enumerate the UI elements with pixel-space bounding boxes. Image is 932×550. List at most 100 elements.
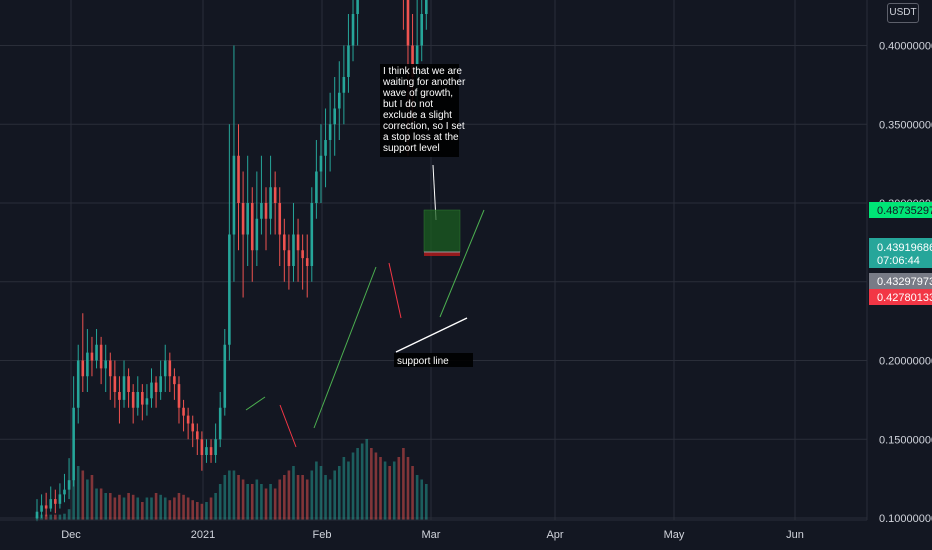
candle-body <box>301 250 304 259</box>
candle-body <box>90 352 94 361</box>
candle-body <box>136 392 140 408</box>
price-tick-label: 0.40000000 <box>879 41 932 53</box>
trend-line-5[interactable] <box>439 209 485 318</box>
volume-bar <box>237 475 240 520</box>
volume-bar <box>223 475 227 520</box>
candle-body <box>86 352 89 377</box>
volume-bar <box>58 514 62 520</box>
note-line-4: but I do not <box>383 99 433 110</box>
note-line-3: wave of growth, <box>382 88 453 99</box>
candle-body <box>315 171 318 203</box>
time-tick-label: 2021 <box>191 529 215 541</box>
volume-bar <box>305 479 309 520</box>
volume-bar <box>228 470 231 520</box>
trend-line-1[interactable] <box>245 396 266 411</box>
volume-bar <box>328 479 332 520</box>
volume-bar <box>209 497 213 520</box>
candle-body <box>150 382 153 399</box>
candle-body <box>319 155 323 172</box>
volume-bar <box>283 475 286 520</box>
stop-price-label: 0.42780133 <box>869 289 932 305</box>
price-tick-label: 0.15000000 <box>879 434 932 446</box>
trend-line-4[interactable] <box>388 262 402 319</box>
candle-body <box>209 447 213 455</box>
volume-bar <box>150 497 153 520</box>
candle-body <box>342 77 346 93</box>
volume-bar <box>182 494 185 520</box>
volume-bar <box>136 497 140 520</box>
candle-body <box>145 398 149 405</box>
drawings[interactable] <box>245 164 485 448</box>
candle-body <box>278 203 282 235</box>
volume-bar <box>118 494 121 520</box>
volume-bar <box>76 466 80 520</box>
candle-body <box>127 376 130 392</box>
volume-bar <box>397 457 401 520</box>
volume-bar <box>173 497 176 520</box>
candle-body <box>337 92 341 109</box>
volume-bar <box>388 466 391 520</box>
volume-bar <box>127 493 130 520</box>
volume-bar <box>360 443 364 520</box>
profit-zone[interactable] <box>423 209 461 253</box>
currency-button[interactable]: USDT <box>887 3 919 23</box>
volume-bar <box>269 484 272 520</box>
volume-bar <box>273 488 277 520</box>
candle-body <box>196 431 199 440</box>
candle-body <box>95 344 98 361</box>
volume-bar <box>104 493 107 520</box>
volume-bar <box>255 479 259 520</box>
candle-body <box>122 376 126 400</box>
candle-body <box>205 447 208 455</box>
note-line-8: support level <box>383 143 440 154</box>
price-tick-label: 0.20000000 <box>879 356 932 368</box>
candle-body <box>292 234 295 266</box>
note-annotation[interactable]: I think that we are waiting for another … <box>380 64 466 157</box>
candle-body <box>241 203 245 235</box>
volume-bar <box>383 461 387 520</box>
volume-bar <box>415 475 419 520</box>
support-annotation[interactable]: support line <box>394 353 473 367</box>
candle-body <box>159 376 162 392</box>
volume-bars <box>35 439 428 520</box>
price-labels: 0.48735297 0.43919686 07:06:44 0.4329797… <box>869 202 932 305</box>
volume-bar <box>260 484 263 520</box>
candle-body <box>58 494 62 504</box>
candle-body <box>406 0 410 46</box>
candle-body <box>63 489 66 495</box>
volume-bar <box>411 466 414 520</box>
loss-zone[interactable] <box>424 252 460 256</box>
time-tick-label: Jun <box>786 529 804 541</box>
volume-bar <box>287 470 291 520</box>
candle-body <box>273 187 277 203</box>
candle-body <box>108 360 112 377</box>
trend-line-2[interactable] <box>279 404 297 448</box>
volume-bar <box>333 470 336 520</box>
volume-bar <box>324 475 327 520</box>
candle-body <box>411 45 414 77</box>
candle-body <box>223 344 227 408</box>
trend-line-3[interactable] <box>313 266 377 429</box>
candle-body <box>163 360 167 377</box>
volume-bar <box>278 479 282 520</box>
candle-body <box>113 376 117 392</box>
volume-bar <box>72 479 75 520</box>
volume-bar <box>356 448 359 520</box>
volume-bar <box>264 488 268 520</box>
candle-body <box>305 258 309 266</box>
candle-body <box>250 203 254 251</box>
candle-body <box>218 407 222 440</box>
candle-body <box>72 407 75 481</box>
time-axis[interactable]: Dec 2021 Feb Mar Apr May Jun <box>0 519 867 541</box>
time-tick-label: Feb <box>313 529 332 541</box>
volume-bar <box>168 500 172 520</box>
volume-bar <box>200 503 204 520</box>
candle-body <box>351 14 355 46</box>
candle-body <box>287 250 291 266</box>
support-line[interactable] <box>395 317 468 353</box>
candle-body <box>237 155 240 203</box>
candle-body <box>269 187 272 219</box>
candle-body <box>67 480 71 490</box>
